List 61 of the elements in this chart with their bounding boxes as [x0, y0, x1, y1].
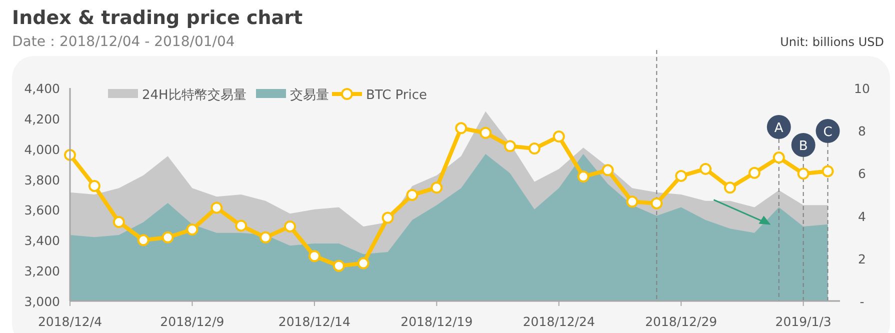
ref-line-label: A [774, 121, 784, 136]
y2-tick-label: 2 [858, 251, 866, 266]
point [137, 234, 150, 246]
y-tick-label: 4,000 [24, 142, 60, 157]
point [430, 182, 443, 194]
point [650, 197, 663, 210]
x-tick-label: 2018/12/19 [400, 314, 473, 329]
point [602, 164, 614, 176]
point [162, 231, 174, 244]
point [406, 188, 418, 201]
y2-tick-label: - [860, 294, 864, 309]
point [210, 202, 223, 214]
point [186, 223, 198, 236]
point [284, 220, 296, 232]
text: Unit: billions USD [780, 35, 884, 49]
point [332, 260, 345, 272]
point [772, 152, 785, 164]
y-tick-label: 3,200 [24, 264, 60, 279]
point [797, 168, 810, 180]
point [382, 212, 394, 224]
ref-line-label: B [798, 139, 808, 154]
point [308, 250, 320, 262]
point [112, 216, 125, 228]
chart-title: Index & trading price chart [12, 7, 303, 29]
x-tick-label: 2018/12/4 [38, 314, 102, 329]
point [675, 170, 688, 182]
ref-line-label: C [823, 125, 832, 140]
x-tick-label: 2018/12/14 [278, 314, 351, 329]
point [552, 130, 565, 143]
point [357, 257, 370, 270]
point [577, 170, 590, 183]
point [455, 122, 468, 134]
point [88, 180, 100, 192]
point [626, 196, 638, 208]
y2-tick-label: 10 [854, 81, 870, 96]
x-tick-label: 2018/12/24 [522, 314, 595, 329]
point [822, 165, 834, 178]
y-tick-label: 4,400 [24, 81, 60, 96]
x-tick-label: 2018/12/9 [160, 314, 224, 329]
legend-label: BTC Price [366, 88, 428, 103]
y2-tick-label: 8 [858, 124, 866, 139]
point [700, 162, 712, 175]
legend-label: 交易量 [290, 87, 329, 103]
y-tick-label: 4,200 [24, 111, 60, 126]
x-tick-label: 2019/1/3 [775, 314, 832, 329]
y-tick-label: 3,000 [24, 294, 60, 309]
point [504, 140, 516, 152]
point [528, 142, 540, 155]
y-tick-label: 3,800 [24, 172, 60, 188]
point [260, 231, 272, 244]
point [480, 126, 492, 139]
point [748, 166, 760, 179]
y-tick-label: 3,600 [24, 202, 60, 218]
point [724, 182, 736, 194]
legend-label: 24H比特幣交易量 [142, 87, 246, 103]
x-tick-label: 2018/12/29 [645, 314, 718, 329]
y-tick-label: 3,400 [24, 233, 60, 248]
y2-tick-label: 4 [858, 208, 866, 224]
y2-tick-label: 6 [858, 166, 866, 182]
chart-subtitle: Date：2018/12/04 - 2018/01/04 [12, 34, 235, 50]
point [235, 220, 248, 232]
